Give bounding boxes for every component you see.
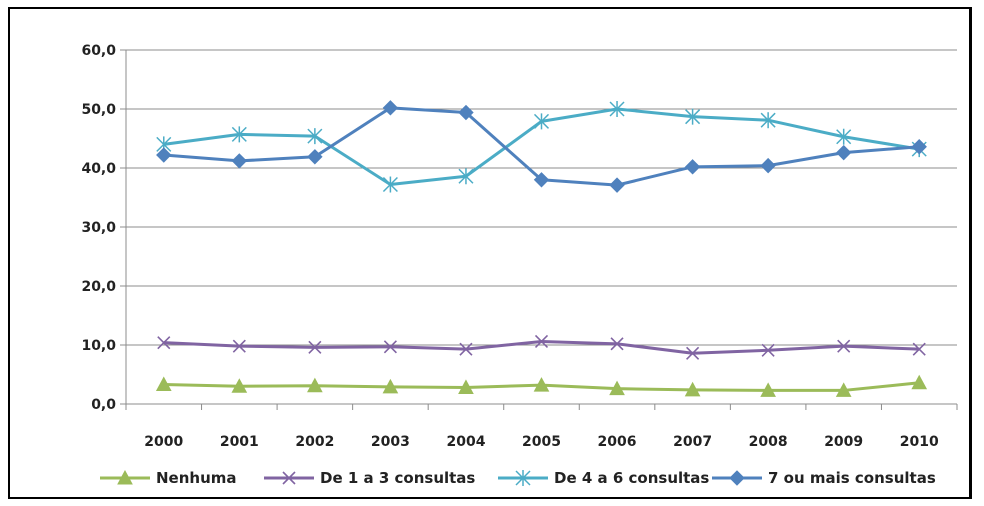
legend-item: 7 ou mais consultas [712, 469, 936, 487]
point-marker-diamond [156, 147, 172, 163]
y-tick-label: 50,0 [81, 102, 116, 118]
point-marker-x [459, 342, 473, 356]
point-marker-diamond [458, 104, 474, 121]
series-2 [156, 101, 927, 193]
point-marker-x [232, 339, 246, 353]
point-marker-x [282, 471, 296, 485]
y-tick-label: 30,0 [81, 220, 116, 236]
point-marker-triangle [382, 378, 399, 394]
point-marker-star [307, 128, 323, 145]
y-tick-label: 60,0 [81, 43, 116, 59]
series-3 [156, 100, 927, 193]
legend-item: De 1 a 3 consultas [264, 469, 475, 487]
y-tick-label: 10,0 [81, 338, 116, 354]
point-marker-x [157, 336, 171, 350]
point-marker-x [837, 339, 851, 353]
point-marker-x [308, 340, 322, 354]
x-tick-label: 2004 [446, 434, 485, 450]
point-marker-diamond [835, 144, 852, 161]
chart-frame [8, 7, 972, 499]
point-marker-x [534, 334, 549, 349]
point-marker-triangle [533, 377, 550, 392]
point-marker-triangle [307, 377, 323, 393]
point-marker-star [382, 176, 398, 193]
series-0 [155, 374, 928, 397]
point-marker-diamond [533, 172, 550, 188]
y-axis-ticks: 0,0 10,0 20,0 30,0 40,0 50,0 60,0 [81, 43, 126, 413]
legend-label: De 4 a 6 consultas [554, 469, 709, 487]
x-tick-label: 2009 [824, 434, 863, 450]
x-tick-label: 2008 [749, 434, 788, 450]
point-marker-diamond [729, 470, 745, 486]
x-tick-label: 2001 [220, 434, 259, 450]
point-marker-triangle [835, 382, 852, 397]
point-marker-triangle [609, 380, 625, 396]
point-marker-star [836, 128, 852, 145]
point-marker-diamond [911, 139, 927, 155]
x-axis-ticks: 2000 2001 2002 2003 2004 2005 2006 2007 2008 2009… [125, 404, 958, 450]
point-marker-triangle [760, 382, 776, 397]
point-marker-diamond [609, 177, 625, 193]
x-tick-label: 2000 [144, 434, 183, 450]
x-tick-label: 2006 [598, 434, 637, 450]
legend-label: De 1 a 3 consultas [320, 469, 475, 487]
point-marker-x [383, 340, 397, 354]
point-marker-star [515, 470, 531, 486]
legend-item: Nenhuma [100, 469, 237, 487]
point-marker-triangle [911, 374, 928, 390]
point-marker-diamond [760, 157, 776, 174]
legend: Nenhuma De 1 a 3 consultas De 4 a 6 consul… [100, 469, 936, 487]
point-marker-star [685, 108, 701, 125]
series-group [155, 100, 928, 397]
point-marker-triangle [117, 469, 133, 485]
point-marker-x [912, 342, 926, 356]
point-marker-x [686, 346, 700, 360]
point-marker-x [761, 343, 775, 357]
point-marker-triangle [155, 376, 172, 392]
point-marker-star [760, 112, 776, 129]
series-1 [157, 334, 926, 360]
point-marker-triangle [458, 379, 474, 394]
point-marker-star [533, 113, 550, 130]
grid-lines [126, 49, 957, 346]
point-marker-triangle [231, 378, 248, 393]
y-tick-label: 0,0 [91, 397, 116, 413]
x-tick-label: 2010 [900, 434, 939, 450]
point-marker-diamond [307, 149, 323, 165]
point-marker-diamond [231, 153, 248, 169]
x-tick-label: 2005 [522, 434, 561, 450]
x-tick-label: 2003 [371, 434, 410, 450]
y-tick-label: 40,0 [81, 161, 116, 177]
point-marker-star [458, 168, 474, 185]
x-tick-label: 2002 [295, 434, 334, 450]
point-marker-x [610, 337, 624, 351]
legend-label: Nenhuma [156, 469, 237, 487]
point-marker-diamond [382, 100, 399, 116]
x-tick-label: 2007 [673, 434, 712, 450]
point-marker-star [609, 101, 625, 117]
legend-label: 7 ou mais consultas [768, 469, 936, 487]
point-marker-diamond [684, 159, 701, 175]
legend-item: De 4 a 6 consultas [498, 469, 709, 487]
y-tick-label: 20,0 [81, 279, 116, 295]
series-line [163, 339, 920, 355]
point-marker-star [231, 126, 247, 143]
point-marker-triangle [684, 381, 701, 397]
